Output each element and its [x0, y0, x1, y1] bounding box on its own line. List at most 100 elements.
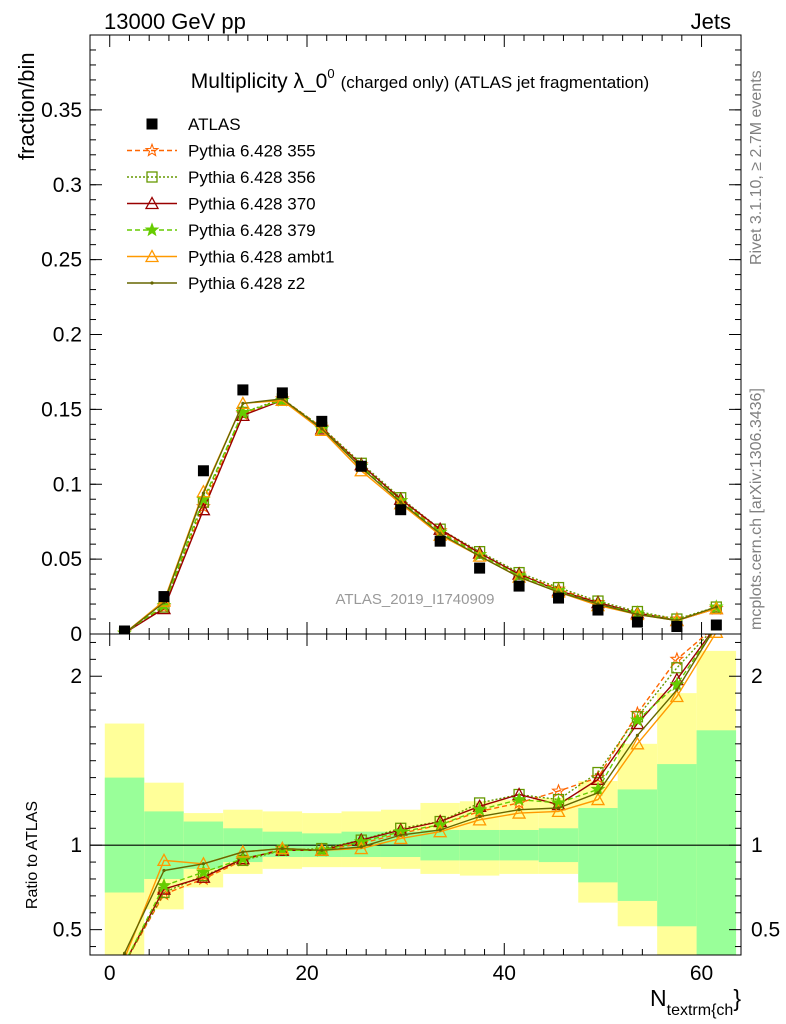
ratio-point	[354, 841, 369, 855]
legend-label: Pythia 6.428 355	[188, 142, 316, 161]
ratio-point	[353, 834, 369, 849]
mcplots-label: mcplots.cern.ch [arXiv:1306.3436]	[748, 388, 765, 630]
ratio-point	[478, 814, 482, 819]
main-panel: 0 0.05 0.1 0.15 0.2 0.25 0.3 0.35 Multiplicity …	[14, 34, 742, 955]
ratio-point	[359, 845, 363, 849]
legend-label: ATLAS	[188, 115, 241, 134]
ratio-point	[669, 689, 684, 703]
series-point	[478, 554, 482, 558]
data-point	[276, 387, 288, 399]
header-left: 13000 GeV pp	[104, 9, 246, 34]
y-tick-label: 0.3	[53, 174, 82, 197]
legend-marker	[150, 281, 154, 285]
data-point	[395, 504, 407, 516]
ratio-point	[320, 848, 324, 852]
legend-marker	[146, 118, 158, 130]
ratio-point	[393, 831, 408, 845]
ratio-line	[128, 634, 712, 955]
series-point	[714, 605, 718, 609]
ratio-y-tick-label: 0.5	[53, 919, 82, 942]
y-tick-label: 0.15	[41, 398, 82, 421]
ratio-point	[517, 808, 521, 812]
ratio-y-tick-label: 1	[70, 834, 82, 857]
x-tick-label: 20	[295, 962, 318, 985]
x-tick-label: 60	[690, 962, 713, 985]
data-point	[553, 592, 565, 604]
data-point	[119, 625, 131, 634]
legend-label: Pythia 6.428 370	[188, 195, 316, 214]
ratio-point	[675, 688, 679, 692]
ratio-series-5	[122, 634, 712, 955]
series-point	[314, 422, 329, 436]
y-tick-label: 0.05	[41, 548, 82, 571]
ratio-point	[635, 733, 640, 737]
ratio-point	[511, 791, 527, 806]
y-tick-label: 0.35	[41, 99, 82, 122]
series-point	[517, 575, 521, 579]
ratio-y-axis-label: Ratio to ATLAS	[24, 801, 41, 909]
series-point	[472, 548, 487, 562]
series-point	[399, 500, 403, 504]
ratio-point	[195, 864, 211, 879]
ratio-point	[119, 957, 131, 968]
legend-item: Pythia 6.428 355	[127, 142, 316, 161]
series-point	[635, 612, 640, 617]
series-point	[201, 491, 206, 495]
legend-marker	[144, 196, 160, 210]
ratio-point	[472, 801, 487, 816]
ratio-point	[156, 877, 172, 892]
ratio-point	[280, 846, 284, 851]
ratio-point	[596, 791, 600, 795]
ratio-point	[629, 712, 645, 727]
ratio-point	[551, 804, 566, 818]
series-point	[320, 427, 324, 431]
legend-item: Pythia 6.428 356	[127, 168, 316, 187]
x-tick-label: 40	[493, 962, 516, 985]
x-axis-label: Ntextrm{ch}	[650, 985, 741, 1019]
data-point	[513, 580, 525, 592]
legend-marker	[144, 222, 160, 237]
data-point	[474, 562, 486, 574]
data-point	[355, 460, 367, 472]
series-point	[196, 502, 211, 516]
ratio-point	[432, 817, 448, 832]
series-point	[196, 484, 211, 498]
data-point	[237, 384, 249, 396]
ratio-point	[472, 812, 487, 826]
ratio-point	[551, 783, 566, 798]
data-point	[710, 619, 722, 631]
data-point	[671, 621, 683, 633]
y-tick-label: 0	[70, 623, 82, 646]
data-point	[316, 415, 328, 427]
data-series	[119, 384, 722, 634]
x-tick-label: 0	[104, 962, 116, 985]
legend-item: Pythia 6.428 370	[127, 195, 316, 214]
ratio-y-tick-label-right: 1	[751, 834, 763, 857]
data-point	[631, 616, 643, 628]
ratio-point	[556, 806, 561, 810]
legend-item: ATLAS	[146, 115, 241, 134]
y-tick-label: 0.25	[41, 249, 82, 272]
ratio-y-tick-label-right: 0.5	[751, 919, 780, 942]
data-point	[592, 604, 604, 616]
ratio-point	[590, 792, 606, 806]
series-point	[241, 401, 245, 405]
analysis-label: ATLAS_2019_I1740909	[335, 591, 494, 608]
legend-item: Pythia 6.428 ambt1	[127, 248, 334, 267]
ratio-point	[122, 951, 127, 955]
data-point	[158, 591, 170, 603]
ratio-point	[709, 634, 724, 638]
ratio-point	[156, 853, 172, 867]
legend-label: Pythia 6.428 ambt1	[188, 248, 334, 267]
series-line	[124, 399, 717, 634]
series-line	[124, 398, 717, 634]
ratio-point	[511, 805, 527, 819]
legend-label: Pythia 6.428 356	[188, 168, 316, 187]
ratio-point	[630, 736, 645, 750]
data-point	[434, 535, 446, 547]
series-line	[124, 398, 717, 634]
legend-marker	[144, 249, 160, 263]
series-point	[438, 532, 442, 536]
y-axis-label: fraction/bin	[14, 52, 39, 160]
